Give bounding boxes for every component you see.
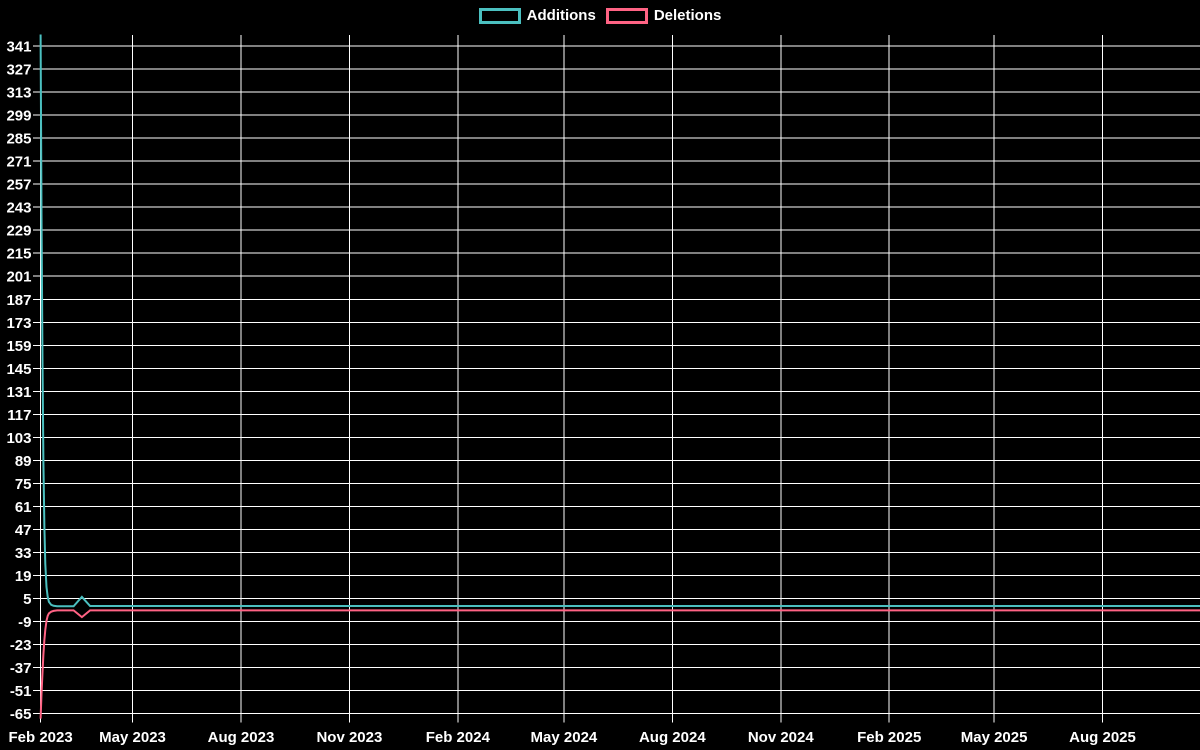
y-tick-label: -9: [18, 614, 31, 631]
x-tick-label: Feb 2024: [426, 729, 491, 746]
x-tick-labels: Feb 2023 May 2023 Aug 2023 Nov 2023 Feb 2024…: [8, 729, 1135, 746]
grid-lines: [33, 35, 1200, 723]
y-tick-label: 215: [6, 246, 31, 263]
deletions-swatch-icon: [605, 8, 648, 24]
legend-label-deletions: Deletions: [653, 7, 722, 24]
legend-label-additions: Additions: [526, 7, 596, 24]
y-tick-label: 243: [6, 200, 31, 217]
x-tick-label: Feb 2025: [857, 729, 921, 746]
y-tick-label: 313: [6, 85, 31, 102]
x-tick-label: Aug 2023: [208, 729, 275, 746]
y-tick-label: 103: [6, 430, 31, 447]
y-tick-labels: 341 327 313 299 285 271 257 243 229 215 201 187 173 1…: [6, 39, 31, 724]
y-tick-label: 117: [7, 407, 31, 424]
y-tick-label: 5: [23, 591, 31, 608]
y-tick-label: 285: [6, 131, 31, 148]
legend-item-deletions[interactable]: Deletions: [605, 7, 722, 25]
x-tick-label: Feb 2023: [8, 729, 72, 746]
x-tick-label: Aug 2024: [639, 729, 706, 746]
y-tick-label: -51: [10, 683, 32, 700]
y-tick-label: 327: [6, 62, 31, 79]
x-tick-label: Aug 2025: [1069, 729, 1136, 746]
y-tick-label: 299: [6, 108, 31, 125]
y-tick-label: 271: [6, 154, 31, 171]
y-tick-label: 75: [15, 476, 32, 493]
y-tick-label: 145: [6, 361, 31, 378]
y-tick-label: 257: [6, 177, 31, 194]
y-tick-label: 19: [15, 568, 32, 585]
x-tick-label: May 2025: [961, 729, 1028, 746]
y-tick-label: 341: [6, 39, 31, 56]
y-tick-label: 131: [6, 384, 31, 401]
chart-legend: Additions Deletions: [0, 7, 1200, 25]
x-tick-label: Nov 2024: [748, 729, 815, 746]
y-tick-label: 201: [6, 269, 31, 286]
y-tick-label: -23: [10, 637, 32, 654]
x-tick-label: Nov 2023: [316, 729, 382, 746]
y-tick-label: 61: [15, 499, 32, 516]
additions-line: [39, 34, 1200, 608]
y-tick-label: 229: [6, 223, 31, 240]
y-tick-label: -37: [10, 660, 32, 677]
additions-swatch-icon: [478, 8, 521, 24]
y-tick-label: 173: [6, 315, 31, 332]
x-tick-label: May 2024: [531, 729, 598, 746]
deletions-line: [39, 609, 1200, 719]
series-lines: [39, 34, 1200, 719]
y-tick-label: -65: [10, 706, 32, 723]
y-tick-label: 47: [15, 522, 32, 539]
legend-item-additions[interactable]: Additions: [478, 7, 596, 25]
y-tick-label: 33: [15, 545, 32, 562]
y-tick-label: 159: [6, 338, 31, 355]
x-tick-label: May 2023: [99, 729, 166, 746]
y-tick-label: 89: [15, 453, 32, 470]
y-tick-label: 187: [6, 292, 31, 309]
